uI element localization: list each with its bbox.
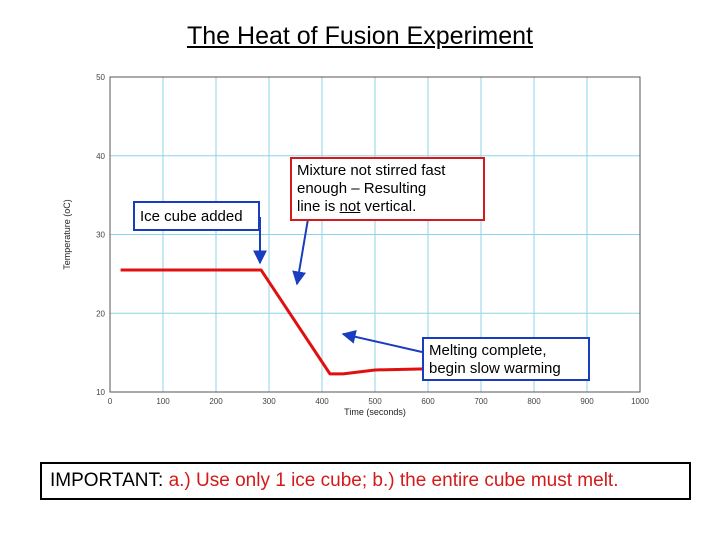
stir-line3-pre: line is <box>297 198 340 215</box>
stir-callout-line3: line is not vertical. <box>297 198 478 216</box>
ice-callout-text: Ice cube added <box>140 208 243 225</box>
x-tick-label: 600 <box>421 397 435 406</box>
x-tick-label: 200 <box>209 397 223 406</box>
y-tick-label: 50 <box>96 73 105 82</box>
melting-callout: Melting complete, begin slow warming <box>422 337 590 381</box>
x-tick-label: 800 <box>527 397 541 406</box>
stir-line3-post: vertical. <box>360 198 417 215</box>
important-label: IMPORTANT: <box>50 470 164 491</box>
slide-title: The Heat of Fusion Experiment <box>187 22 533 50</box>
x-tick-label: 700 <box>474 397 488 406</box>
stir-line3-not: not <box>339 198 361 215</box>
stirring-callout: Mixture not stirred fast enough – Result… <box>290 157 485 221</box>
x-tick-label: 100 <box>156 397 170 406</box>
important-text: a.) Use only 1 ice cube; b.) the entire … <box>163 470 619 491</box>
stir-arrow <box>292 218 309 286</box>
y-axis-label: Temperature (oC) <box>62 199 72 270</box>
y-tick-label: 10 <box>96 388 105 397</box>
y-tick-label: 20 <box>96 309 105 318</box>
x-axis-label: Time (seconds) <box>344 407 406 417</box>
x-tick-label: 1000 <box>631 397 649 406</box>
important-note: IMPORTANT: a.) Use only 1 ice cube; b.) … <box>40 462 691 500</box>
x-tick-label: 900 <box>580 397 594 406</box>
callout-arrows <box>253 217 423 353</box>
plot-frame <box>109 76 641 393</box>
y-tick-label: 30 <box>96 231 105 240</box>
ice-cube-callout: Ice cube added <box>133 201 260 231</box>
melt-arrow <box>341 329 423 353</box>
melt-callout-line2: begin slow warming <box>429 360 561 377</box>
axis-ticks: 0 100 200 300 400 500 600 700 800 900 1000 10 20 30 40… <box>96 73 649 406</box>
x-tick-label: 300 <box>262 397 276 406</box>
x-tick-label: 0 <box>108 397 113 406</box>
stir-callout-line1: Mixture not stirred fast <box>297 162 446 179</box>
melt-callout-line1: Melting complete, <box>429 342 547 359</box>
x-tick-label: 500 <box>368 397 382 406</box>
x-tick-label: 400 <box>315 397 329 406</box>
y-tick-label: 40 <box>96 152 105 161</box>
stir-callout-line2: enough – Resulting <box>297 180 427 197</box>
